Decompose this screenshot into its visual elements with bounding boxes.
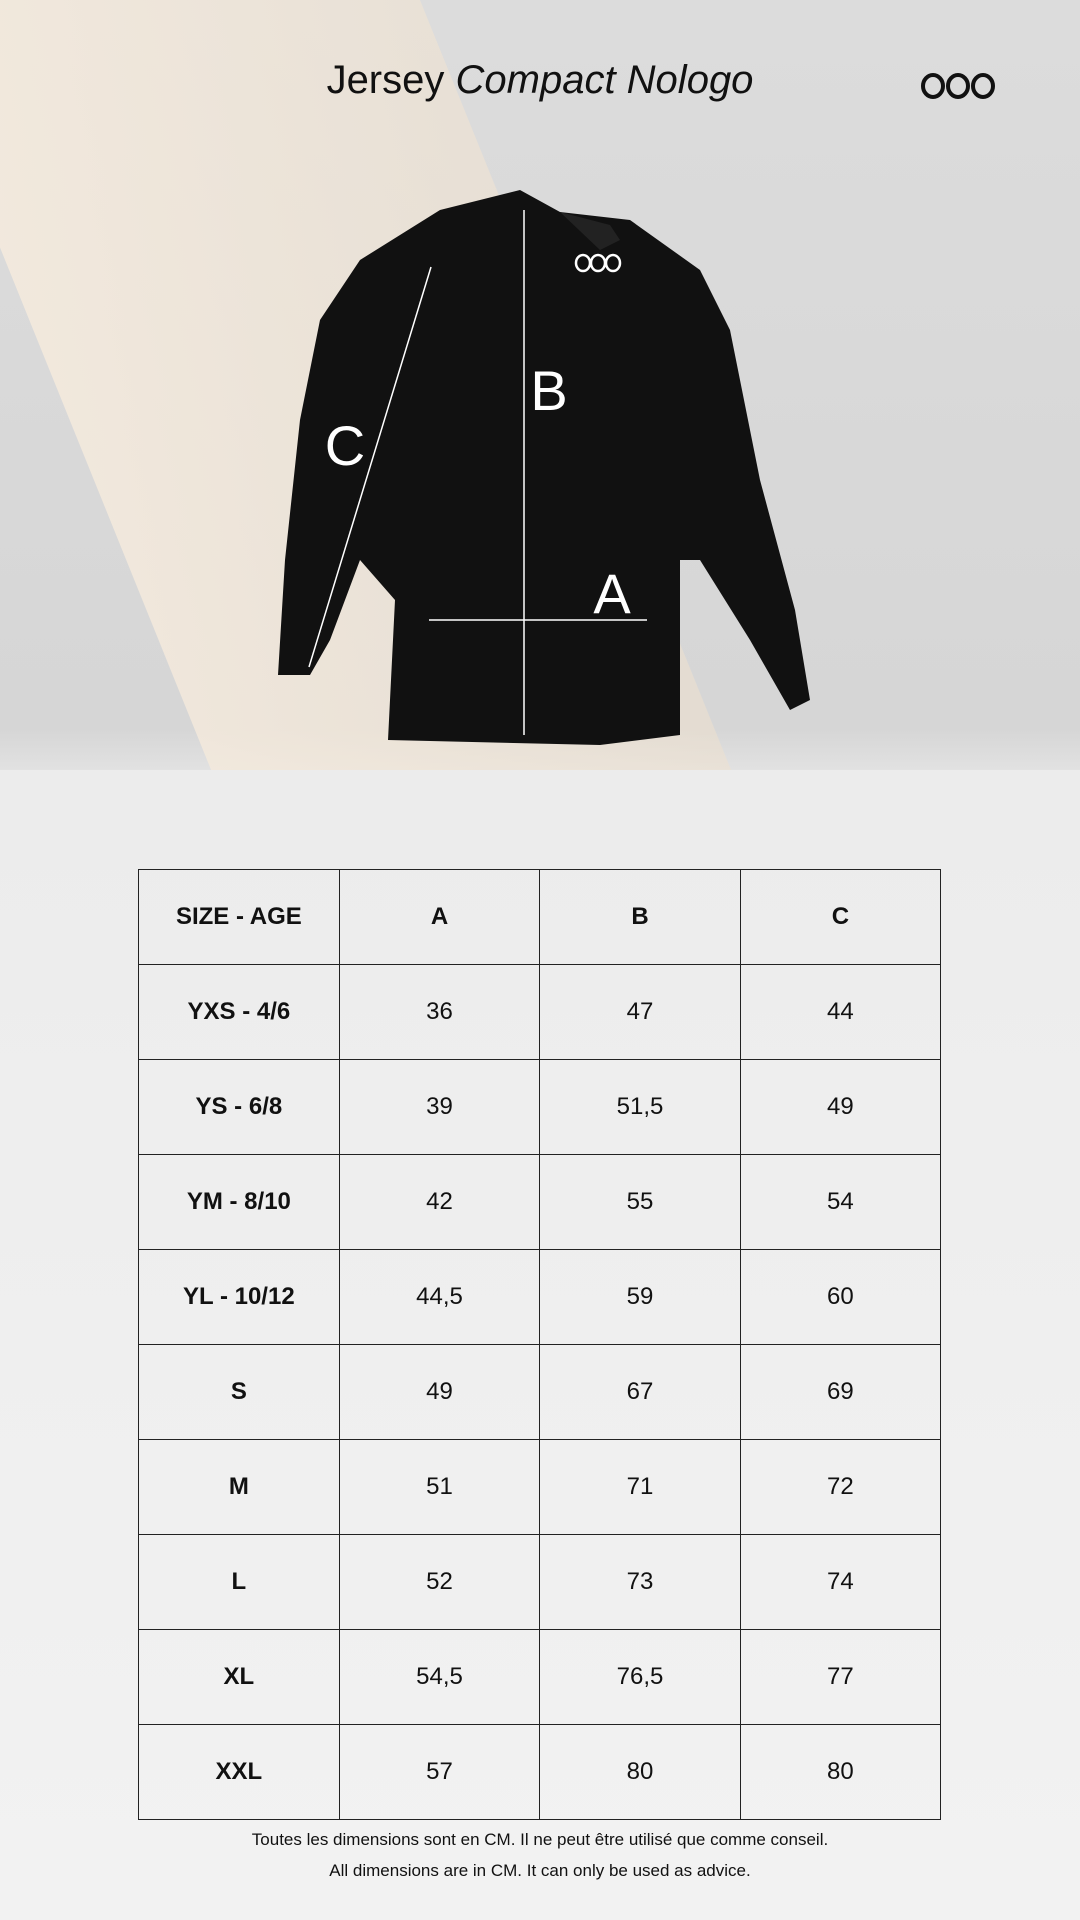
size-cell: YXS - 4/6: [138, 964, 340, 1060]
value-cell: 54: [739, 1154, 942, 1250]
column-header: SIZE - AGE: [138, 869, 340, 965]
table-row: XL 54,5 76,5 77: [138, 1629, 942, 1725]
column-header: B: [539, 869, 741, 965]
value-cell: 49: [739, 1059, 942, 1155]
title-italic: Compact Nologo: [455, 58, 754, 102]
value-cell: 59: [539, 1249, 741, 1345]
size-cell: L: [138, 1534, 340, 1630]
table-header-row: SIZE - AGE A B C: [138, 869, 942, 965]
footer-note-fr: Toutes les dimensions sont en CM. Il ne …: [251, 1830, 829, 1849]
value-cell: 51,5: [539, 1059, 741, 1155]
table-row: YXS - 4/6 36 47 44: [138, 964, 942, 1060]
brand-logo-icon: [921, 73, 995, 99]
value-cell: 44,5: [338, 1249, 541, 1345]
measure-label-a: A: [593, 562, 631, 625]
value-cell: 80: [739, 1724, 942, 1820]
table-row: M 51 71 72: [138, 1439, 942, 1535]
jersey-chest-logo-icon: [574, 253, 622, 273]
value-cell: 51: [338, 1439, 541, 1535]
value-cell: 44: [739, 964, 942, 1060]
measure-line-c: [308, 266, 432, 668]
value-cell: 52: [338, 1534, 541, 1630]
column-header: A: [338, 869, 541, 965]
value-cell: 69: [739, 1344, 942, 1440]
table-row: YS - 6/8 39 51,5 49: [138, 1059, 942, 1155]
value-cell: 47: [539, 964, 741, 1060]
footer-note-en: All dimensions are in CM. It can only be…: [329, 1861, 751, 1880]
size-cell: S: [138, 1344, 340, 1440]
value-cell: 55: [539, 1154, 741, 1250]
value-cell: 67: [539, 1344, 741, 1440]
value-cell: 57: [338, 1724, 541, 1820]
value-cell: 77: [739, 1629, 942, 1725]
size-cell: M: [138, 1439, 340, 1535]
value-cell: 60: [739, 1249, 942, 1345]
value-cell: 49: [338, 1344, 541, 1440]
page-title: Jersey Compact Nologo: [0, 58, 1080, 103]
size-cell: XL: [138, 1629, 340, 1725]
jersey-shape: [278, 190, 810, 745]
column-header: C: [739, 869, 942, 965]
value-cell: 36: [338, 964, 541, 1060]
value-cell: 42: [338, 1154, 541, 1250]
value-cell: 80: [539, 1724, 741, 1820]
size-chart-table: SIZE - AGE A B C YXS - 4/6 36 47 44 YS - 6/8 39 51…: [138, 869, 942, 1820]
table-row: YL - 10/12 44,5 59 60: [138, 1249, 942, 1345]
table-row: S 49 67 69: [138, 1344, 942, 1440]
value-cell: 73: [539, 1534, 741, 1630]
size-cell: YM - 8/10: [138, 1154, 340, 1250]
size-cell: XXL: [138, 1724, 340, 1820]
value-cell: 71: [539, 1439, 741, 1535]
measure-label-b: B: [530, 359, 567, 422]
value-cell: 72: [739, 1439, 942, 1535]
table-row: YM - 8/10 42 55 54: [138, 1154, 942, 1250]
title-regular: Jersey: [326, 58, 445, 102]
jersey-diagram: B C A: [278, 190, 810, 745]
value-cell: 54,5: [338, 1629, 541, 1725]
table-row: XXL 57 80 80: [138, 1724, 942, 1820]
value-cell: 76,5: [539, 1629, 741, 1725]
value-cell: 74: [739, 1534, 942, 1630]
size-cell: YL - 10/12: [138, 1249, 340, 1345]
value-cell: 39: [338, 1059, 541, 1155]
table-row: L 52 73 74: [138, 1534, 942, 1630]
measure-label-c: C: [325, 414, 365, 477]
size-cell: YS - 6/8: [138, 1059, 340, 1155]
